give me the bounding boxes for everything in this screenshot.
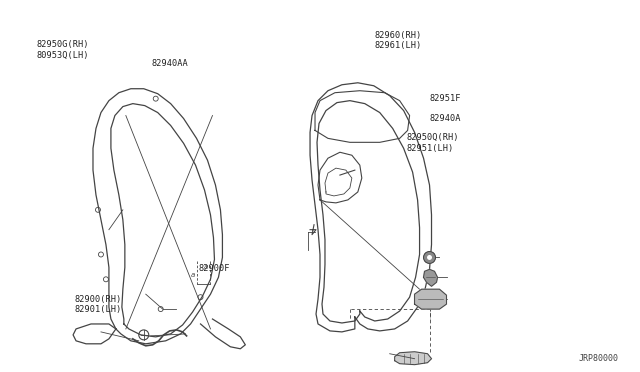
Text: 82951(LH): 82951(LH) <box>406 144 453 153</box>
Text: JRP80000: JRP80000 <box>579 354 619 363</box>
Circle shape <box>427 255 432 260</box>
Text: 82960(RH): 82960(RH) <box>374 31 421 40</box>
Text: 82940A: 82940A <box>429 114 461 123</box>
Text: 82950G(RH): 82950G(RH) <box>36 40 89 49</box>
Text: 82961(LH): 82961(LH) <box>374 41 421 50</box>
Text: 82900(RH): 82900(RH) <box>75 295 122 304</box>
Polygon shape <box>395 352 431 365</box>
Polygon shape <box>415 289 447 309</box>
Text: 82950Q(RH): 82950Q(RH) <box>406 133 458 142</box>
Text: 80953Q(LH): 80953Q(LH) <box>36 51 89 60</box>
Text: 82901(LH): 82901(LH) <box>75 305 122 314</box>
Circle shape <box>424 251 435 263</box>
Polygon shape <box>424 269 438 286</box>
Text: 82940AA: 82940AA <box>151 59 188 68</box>
Text: a: a <box>204 264 208 270</box>
Text: 82951F: 82951F <box>429 94 461 103</box>
Text: a: a <box>191 272 195 278</box>
Text: 82900F: 82900F <box>199 263 230 273</box>
